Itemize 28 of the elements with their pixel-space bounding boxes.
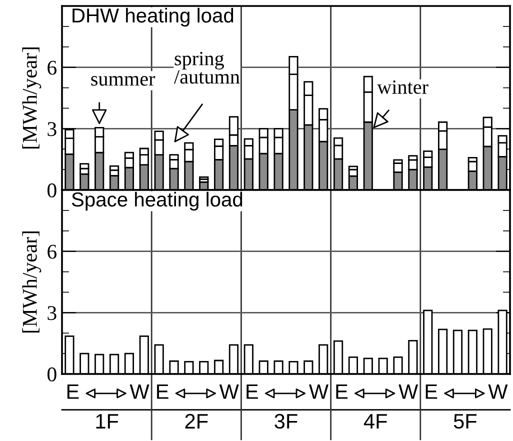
y-tick-label: 3 <box>48 306 56 320</box>
y-axis-title: [MWh/year] <box>22 231 42 333</box>
text: W <box>130 384 150 399</box>
text: 5F <box>454 414 477 429</box>
annotation: winter <box>377 80 428 94</box>
chart-title: Space heating load <box>72 192 242 211</box>
y-axis-title: [MWh/year] <box>22 47 42 149</box>
y-tick-label: 0 <box>48 183 56 198</box>
text: E <box>426 384 438 399</box>
text: W <box>308 384 328 399</box>
text: W <box>219 384 239 399</box>
chart-title: DHW heating load <box>72 8 234 27</box>
text: E <box>67 384 79 399</box>
y-tick-label: 6 <box>48 244 57 259</box>
text: W <box>488 384 508 399</box>
y-tick-label: 6 <box>48 60 57 75</box>
annotation: summer <box>91 76 156 86</box>
text: 4F <box>364 414 387 428</box>
text: E <box>336 384 348 399</box>
y-tick-label: 0 <box>48 367 56 382</box>
text: E <box>157 384 168 399</box>
text: 1F <box>96 414 118 428</box>
text: W <box>398 384 418 399</box>
text: 3F <box>274 414 298 429</box>
text: 2F <box>185 414 208 428</box>
y-tick-label: 3 <box>48 122 56 136</box>
annotation: spring /autumn <box>174 52 240 84</box>
text: E <box>246 384 258 399</box>
